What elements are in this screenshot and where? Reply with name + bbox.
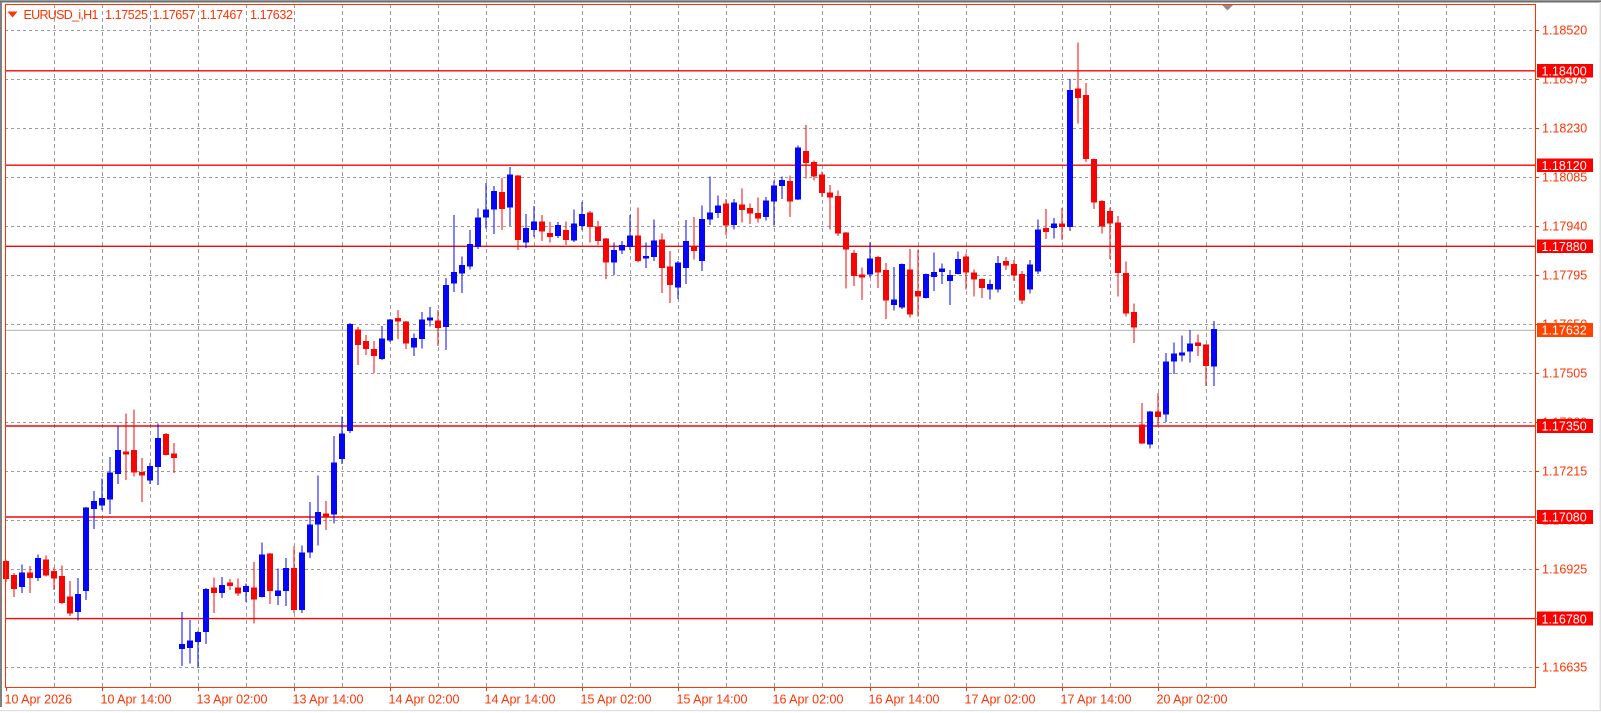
svg-text:1.16925: 1.16925 [1542,563,1587,577]
svg-text:14 Apr 02:00: 14 Apr 02:00 [389,693,460,707]
svg-text:16 Apr 14:00: 16 Apr 14:00 [869,693,940,707]
svg-text:1.17632: 1.17632 [250,8,293,22]
svg-text:1.18400: 1.18400 [1542,65,1587,79]
svg-text:EURUSD_i,H1: EURUSD_i,H1 [24,8,99,22]
svg-text:1.17215: 1.17215 [1542,465,1587,479]
svg-text:20 Apr 02:00: 20 Apr 02:00 [1157,693,1228,707]
svg-text:1.17632: 1.17632 [1542,324,1587,338]
svg-text:17 Apr 14:00: 17 Apr 14:00 [1061,693,1132,707]
svg-text:1.17350: 1.17350 [1542,420,1587,434]
svg-text:10 Apr 2026: 10 Apr 2026 [5,693,72,707]
svg-text:1.16780: 1.16780 [1542,612,1587,626]
svg-text:1.17795: 1.17795 [1542,269,1587,283]
svg-text:17 Apr 02:00: 17 Apr 02:00 [965,693,1036,707]
svg-text:1.18085: 1.18085 [1542,171,1587,185]
svg-text:1.17880: 1.17880 [1542,240,1587,254]
svg-text:1.18520: 1.18520 [1542,24,1587,38]
svg-text:1.17940: 1.17940 [1542,220,1587,234]
svg-text:10 Apr 14:00: 10 Apr 14:00 [101,693,172,707]
svg-text:15 Apr 02:00: 15 Apr 02:00 [581,693,652,707]
svg-text:1.18120: 1.18120 [1542,159,1587,173]
svg-text:1.17525: 1.17525 [105,8,148,22]
svg-text:14 Apr 14:00: 14 Apr 14:00 [485,693,556,707]
svg-text:13 Apr 14:00: 13 Apr 14:00 [293,693,364,707]
svg-text:1.17657: 1.17657 [153,8,196,22]
svg-text:1.18230: 1.18230 [1542,122,1587,136]
svg-text:1.16635: 1.16635 [1542,661,1587,675]
svg-text:1.17080: 1.17080 [1542,511,1587,525]
svg-text:15 Apr 14:00: 15 Apr 14:00 [677,693,748,707]
svg-text:1.17467: 1.17467 [200,8,243,22]
svg-text:16 Apr 02:00: 16 Apr 02:00 [773,693,844,707]
svg-text:1.17505: 1.17505 [1542,367,1587,381]
svg-text:13 Apr 02:00: 13 Apr 02:00 [197,693,268,707]
